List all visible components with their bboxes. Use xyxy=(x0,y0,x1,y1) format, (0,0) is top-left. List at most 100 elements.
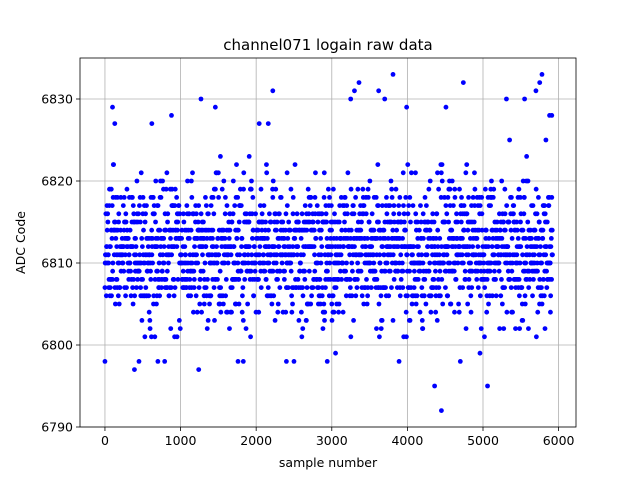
data-point xyxy=(137,203,142,209)
data-point xyxy=(148,268,153,274)
data-point xyxy=(171,277,177,282)
data-point xyxy=(115,195,120,200)
data-point xyxy=(192,244,197,250)
data-point xyxy=(290,195,296,200)
data-point xyxy=(246,154,252,159)
data-point xyxy=(470,195,476,200)
x-axis-label: sample number xyxy=(279,455,378,470)
data-point xyxy=(526,326,531,331)
data-point xyxy=(378,326,384,331)
data-point xyxy=(548,236,554,241)
data-point xyxy=(342,227,348,233)
data-point xyxy=(257,203,263,209)
data-point xyxy=(416,227,422,233)
data-point xyxy=(296,219,301,225)
data-point xyxy=(191,309,196,315)
data-point xyxy=(270,195,276,200)
data-point xyxy=(369,211,375,217)
data-point xyxy=(196,285,202,290)
data-point xyxy=(222,260,227,266)
data-point xyxy=(214,260,220,266)
data-point xyxy=(522,301,528,307)
data-point xyxy=(526,285,532,290)
data-point xyxy=(249,236,255,241)
data-point xyxy=(318,301,323,307)
data-point xyxy=(338,252,344,258)
data-point xyxy=(263,277,269,282)
data-point xyxy=(365,195,371,200)
data-point xyxy=(401,203,406,209)
data-point xyxy=(427,227,433,233)
data-point xyxy=(376,219,381,225)
data-point xyxy=(317,277,323,282)
data-point xyxy=(185,178,190,184)
data-point xyxy=(261,260,267,266)
data-point xyxy=(341,244,346,250)
data-point xyxy=(368,285,374,290)
data-point xyxy=(319,211,325,217)
data-point xyxy=(397,195,403,200)
data-point xyxy=(468,293,474,299)
data-point xyxy=(215,170,221,176)
data-point xyxy=(424,252,430,258)
data-point xyxy=(472,186,478,192)
data-point xyxy=(323,211,329,217)
data-point xyxy=(292,236,298,241)
data-point xyxy=(544,285,550,290)
data-point xyxy=(508,285,514,290)
data-point xyxy=(438,293,443,299)
data-point xyxy=(249,178,254,184)
data-point xyxy=(390,318,396,323)
data-point xyxy=(447,260,453,266)
data-point xyxy=(175,219,181,225)
x-tick-label: 6000 xyxy=(543,433,575,448)
data-point xyxy=(301,252,306,258)
data-point xyxy=(530,293,535,299)
data-point xyxy=(336,301,342,307)
data-point xyxy=(355,277,360,282)
data-point xyxy=(544,219,550,225)
data-point xyxy=(427,260,433,266)
data-point xyxy=(325,268,330,274)
data-point xyxy=(179,236,185,241)
data-point xyxy=(128,268,133,274)
data-point xyxy=(280,219,286,225)
data-point xyxy=(164,170,170,176)
data-point xyxy=(340,309,346,315)
data-point xyxy=(177,211,183,217)
data-point xyxy=(451,268,457,274)
data-point xyxy=(133,252,139,258)
data-point xyxy=(379,203,385,209)
data-point xyxy=(218,309,224,315)
data-point xyxy=(113,236,119,241)
data-point xyxy=(482,334,487,340)
data-point xyxy=(248,334,253,340)
data-point-outlier xyxy=(382,96,388,102)
data-point xyxy=(310,285,316,290)
data-point xyxy=(249,211,255,217)
data-point xyxy=(434,211,440,217)
data-point xyxy=(452,195,458,200)
data-point xyxy=(201,301,207,307)
data-point xyxy=(217,301,223,307)
data-point xyxy=(403,227,408,233)
data-point xyxy=(489,244,495,250)
data-point xyxy=(416,244,421,250)
data-point xyxy=(425,244,431,250)
data-point xyxy=(303,318,309,323)
data-point xyxy=(350,203,356,209)
data-point xyxy=(427,178,433,184)
data-point xyxy=(284,203,290,209)
data-point xyxy=(366,219,372,225)
data-point xyxy=(302,277,308,282)
data-point xyxy=(400,268,406,274)
data-point xyxy=(518,244,524,250)
data-point xyxy=(378,293,384,299)
data-point xyxy=(549,227,555,233)
data-point xyxy=(238,268,244,274)
data-point-outlier xyxy=(504,96,509,102)
data-point-outlier xyxy=(149,121,155,126)
data-point xyxy=(528,236,534,241)
data-point xyxy=(438,195,444,200)
data-point xyxy=(482,186,488,192)
